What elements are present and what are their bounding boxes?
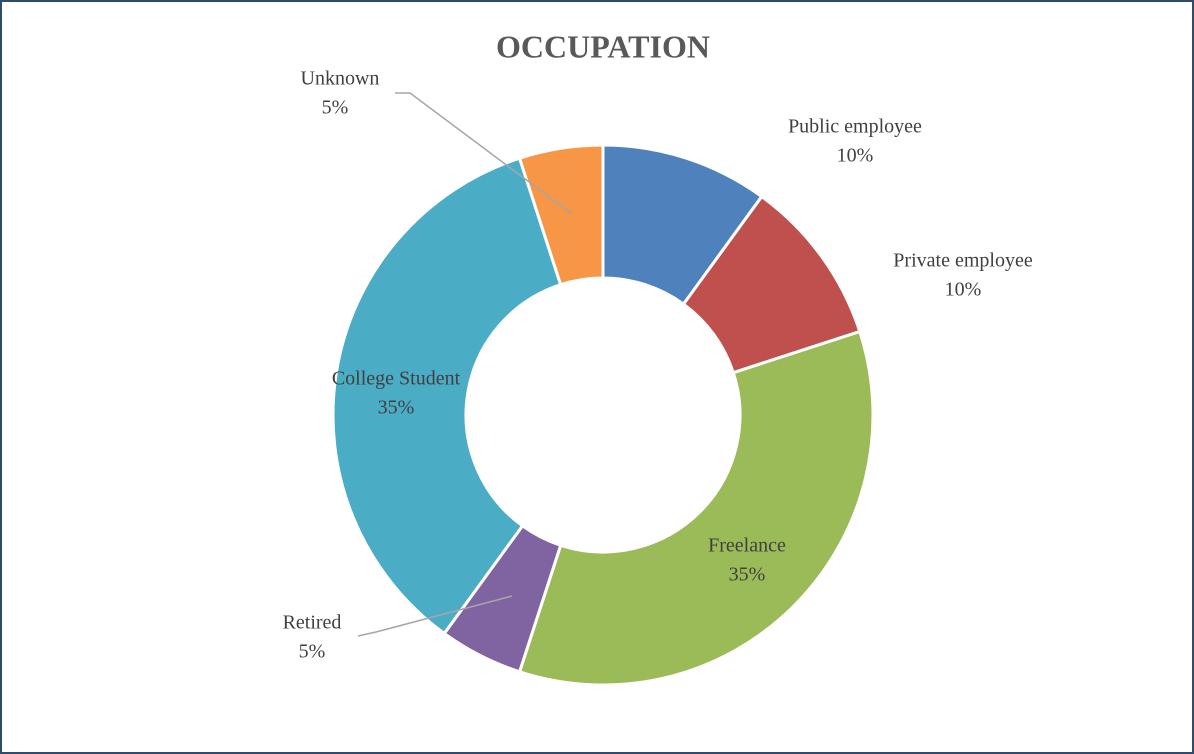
slice xyxy=(331,156,563,636)
leader-line xyxy=(357,595,513,637)
leader-line xyxy=(395,92,573,215)
data-label-name: Private employee xyxy=(893,250,1033,272)
data-label-name: Public employee xyxy=(788,116,922,138)
data-label-value: 10% xyxy=(837,145,874,167)
chart-title: OCCUPATION xyxy=(496,28,710,64)
slice xyxy=(517,329,875,687)
data-label-value: 10% xyxy=(945,279,982,301)
slice xyxy=(517,143,605,287)
data-label-value: 35% xyxy=(729,564,766,586)
data-label-name: College Student xyxy=(332,368,461,390)
data-label-name: Freelance xyxy=(708,535,786,557)
data-label-value: 5% xyxy=(299,641,326,663)
data-label-value: 35% xyxy=(378,397,415,419)
data-label-name: Unknown xyxy=(301,68,380,90)
data-label-name: Retired xyxy=(283,612,342,634)
data-label-value: 5% xyxy=(322,97,349,119)
